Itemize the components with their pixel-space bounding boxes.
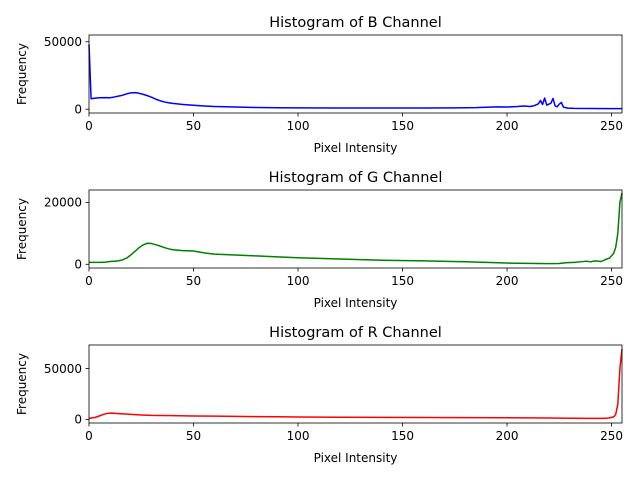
x-tick-label: 0 [85,274,93,288]
plot-frame [88,189,623,269]
series-line [88,44,622,110]
x-tick-label: 150 [391,429,414,443]
chart-panel-1: Histogram of G Channel 0 50 100 150 200 250 0 20… [15,170,623,310]
x-tick-label: 100 [287,429,310,443]
y-tick-label: 50000 [44,362,82,376]
series-line [88,348,623,420]
y-axis-label: Frequency [15,353,29,415]
x-tick-label: 250 [600,429,623,443]
plot-frame [88,34,623,114]
x-tick-label: 100 [287,119,310,133]
x-tick-label: 150 [391,119,414,133]
x-axis-label: Pixel Intensity [314,451,398,465]
y-axis-label: Frequency [15,198,29,260]
x-tick-label: 0 [85,429,93,443]
x-tick-label: 250 [600,119,623,133]
x-tick-label: 200 [496,429,519,443]
chart-panel-0: Histogram of B Channel 0 50 100 150 200 250 0 50… [15,15,623,155]
x-tick-label: 200 [496,119,519,133]
plot-frame [88,344,623,424]
y-axis-label: Frequency [15,43,29,105]
y-tick-label: 0 [74,103,82,117]
x-tick-label: 150 [391,274,414,288]
chart-panel-2: Histogram of R Channel 0 50 100 150 200 250 0 50… [15,325,623,465]
x-axis-label: Pixel Intensity [314,141,398,155]
x-tick-label: 50 [186,429,201,443]
y-tick-label: 0 [74,258,82,272]
x-tick-label: 50 [186,274,201,288]
y-tick-label: 0 [74,413,82,427]
chart-title: Histogram of G Channel [269,170,443,186]
series-line [89,192,623,265]
chart-title: Histogram of R Channel [269,325,442,341]
y-tick-label: 20000 [44,196,82,210]
x-tick-label: 200 [496,274,519,288]
x-axis-label: Pixel Intensity [314,296,398,310]
x-tick-label: 50 [186,119,201,133]
x-tick-label: 250 [600,274,623,288]
x-tick-label: 0 [85,119,93,133]
y-tick-label: 50000 [44,35,82,49]
x-tick-label: 100 [287,274,310,288]
chart-title: Histogram of B Channel [269,15,442,31]
